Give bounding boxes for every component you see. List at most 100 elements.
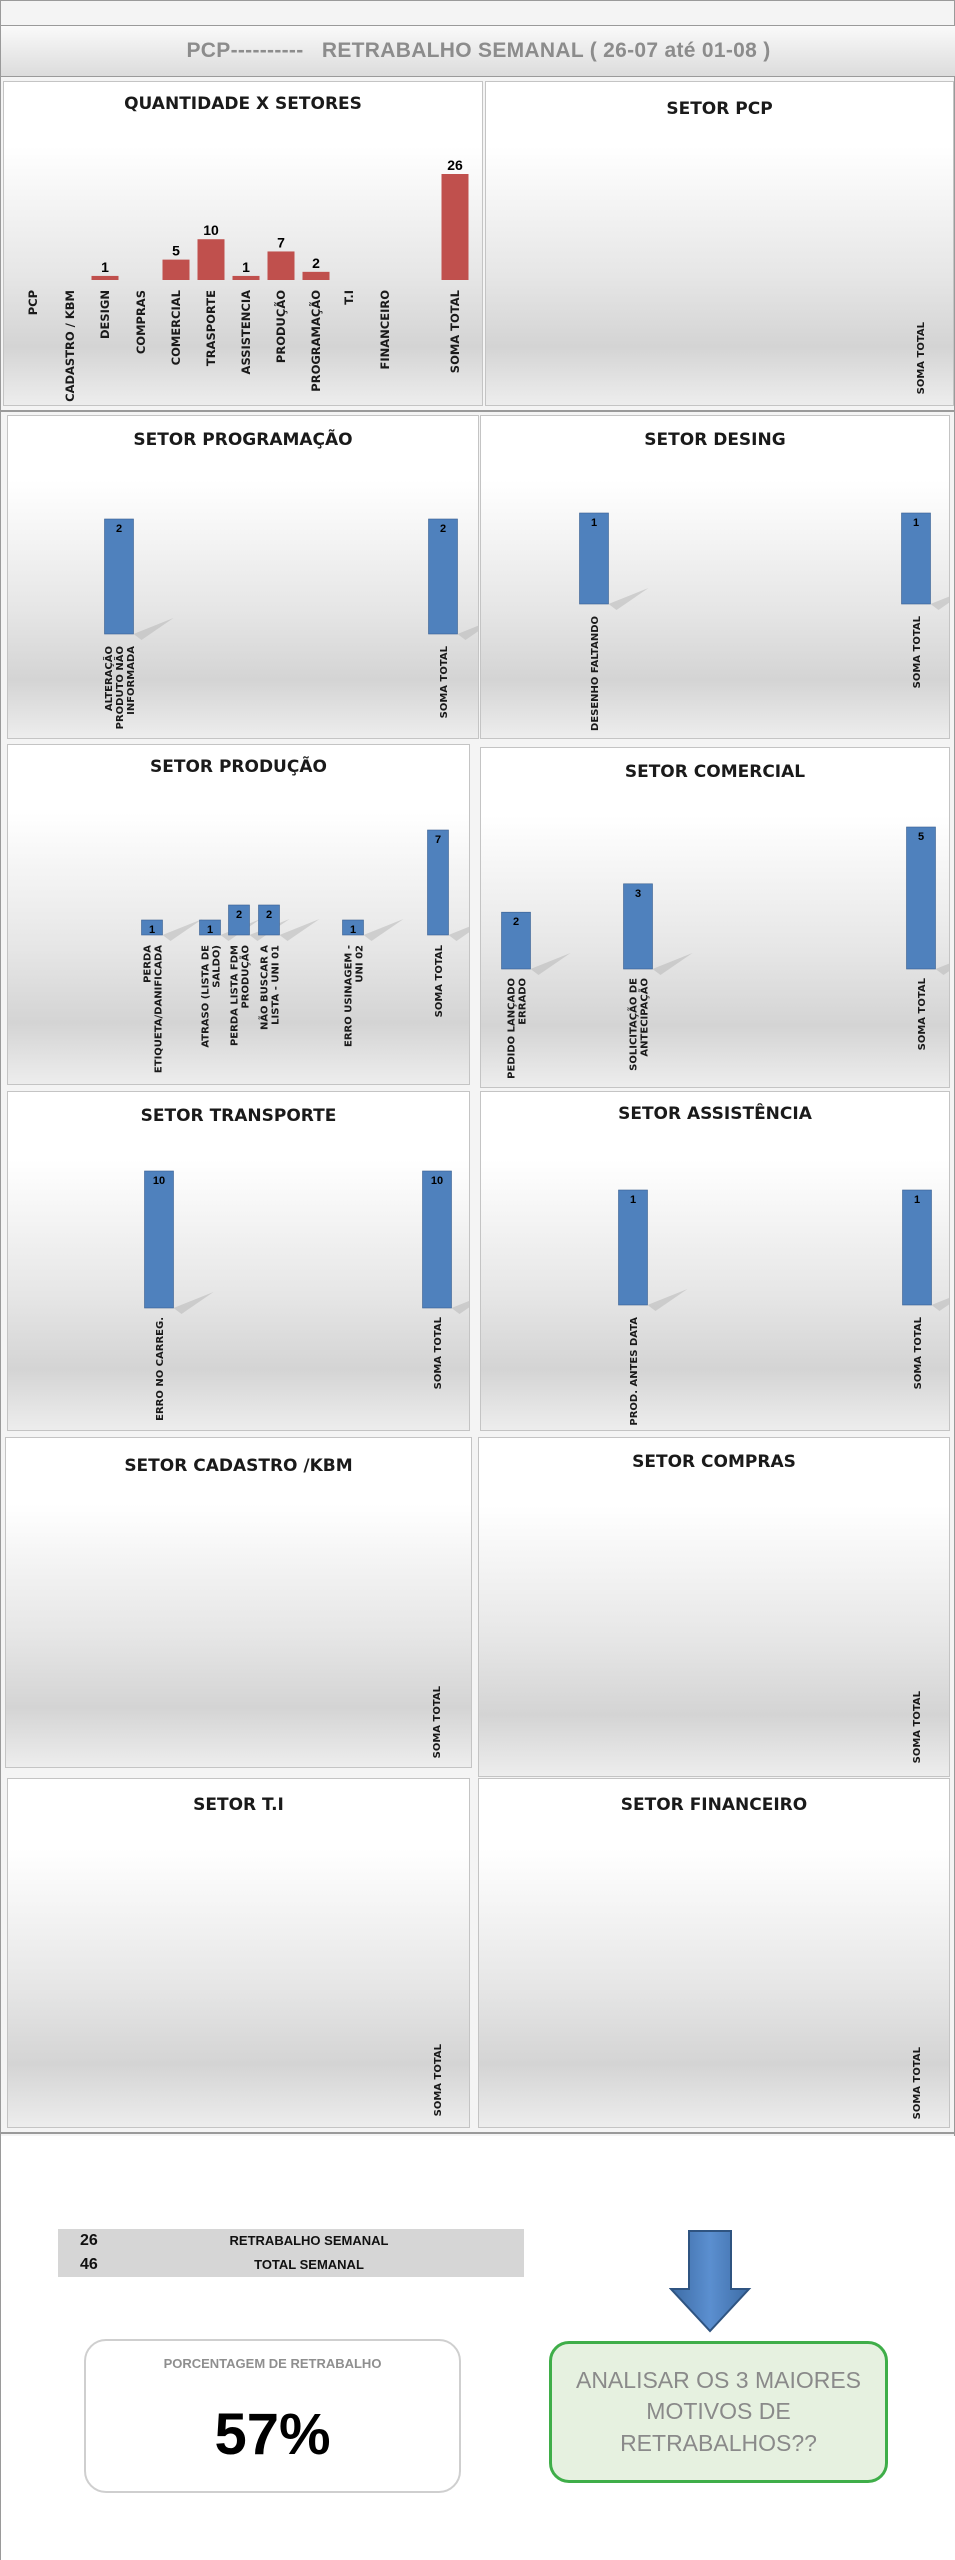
category-label-line: COMPRAS bbox=[134, 290, 148, 354]
category-label: ALTERAÇÃO PRODUTO NÃO INFORMADA bbox=[102, 646, 137, 730]
bar-shadow bbox=[162, 919, 203, 941]
chart-assist: 1 PROD. ANTES DATA 1 SOMA TOTAL bbox=[618, 1189, 949, 1426]
summary-label: RETRABALHO SEMANAL bbox=[229, 2233, 389, 2248]
bar bbox=[267, 251, 295, 280]
category-label-line: PRODUÇÃO bbox=[239, 945, 252, 1009]
category-label: SOMA TOTAL bbox=[912, 2046, 923, 2119]
chart-transporte: 10 ERRO NO CARREG. 10 SOMA TOTAL bbox=[144, 1170, 469, 1421]
chart-compras: SOMA TOTAL bbox=[912, 1690, 923, 1763]
summary-label: TOTAL SEMANAL bbox=[254, 2257, 364, 2272]
bar bbox=[902, 1189, 932, 1306]
category-label-line: INFORMADA bbox=[126, 646, 137, 715]
data-label: 1 bbox=[913, 517, 919, 529]
data-label: 2 bbox=[513, 916, 519, 928]
chart-panel-desing: SETOR DESING 1 DESENHO FALTANDO 1 SOMA TOTA… bbox=[480, 415, 950, 739]
section-divider bbox=[1, 2132, 955, 2134]
bar-shadow bbox=[647, 1289, 688, 1311]
chart-fin: SOMA TOTAL bbox=[912, 2046, 923, 2119]
category-label: PEDIDO LANÇADO ERRADO bbox=[507, 978, 529, 1079]
category-label-line: SOLICITAÇÃO DE bbox=[627, 978, 640, 1071]
chart-cadastro: SOMA TOTAL bbox=[432, 1685, 443, 1758]
action-note: ANALISAR OS 3 MAIORES MOTIVOS DE RETRABA… bbox=[549, 2341, 888, 2483]
data-label: 1 bbox=[591, 517, 597, 529]
bar-shadow bbox=[652, 953, 693, 975]
chart-qtd: PCP CADASTRO / KBM 1 DESIGN COMPRAS 5 COMERCIA… bbox=[26, 157, 469, 402]
category-label-line: PRODUTO NÃO bbox=[113, 646, 126, 729]
category-label: DESIGN bbox=[98, 290, 112, 339]
category-label: FINANCEIRO bbox=[378, 290, 392, 370]
chart-panel-prog: SETOR PROGRAMAÇÃO 2 ALTERAÇÃO PRODUTO NÃO I… bbox=[7, 415, 479, 739]
down-arrow-icon bbox=[669, 2230, 752, 2333]
category-label-line: PROGRAMAÇÃO bbox=[308, 290, 323, 392]
bar bbox=[901, 512, 931, 605]
category-label: PROGRAMAÇÃO bbox=[308, 290, 323, 392]
category-label: SOMA TOTAL bbox=[917, 977, 928, 1050]
data-label: 1 bbox=[242, 259, 250, 275]
data-label: 10 bbox=[153, 1175, 165, 1187]
chart-panel-comercial: SETOR COMERCIAL 2 PEDIDO LANÇADO ERRADO 3 SO… bbox=[480, 747, 950, 1088]
bar bbox=[427, 829, 449, 936]
category-label-line: DESIGN bbox=[98, 290, 112, 339]
percent-value: 57% bbox=[214, 2402, 331, 2467]
bar-shadow bbox=[608, 588, 649, 610]
bar-shadow bbox=[448, 926, 469, 941]
category-label-line: ETIQUETA/DANIFICADA bbox=[154, 945, 165, 1073]
bar bbox=[228, 904, 250, 936]
category-label-line: CADASTRO / KBM bbox=[63, 290, 77, 402]
data-label: 10 bbox=[431, 1175, 443, 1187]
data-label: 2 bbox=[236, 909, 242, 921]
category-label: SOMA TOTAL bbox=[448, 289, 462, 373]
category-label-line: FINANCEIRO bbox=[378, 290, 392, 370]
category-label-line: PERDA LISTA FDM bbox=[230, 945, 241, 1046]
bar-shadow bbox=[931, 1298, 949, 1311]
report-header: PCP---------- RETRABALHO SEMANAL ( 26-07… bbox=[1, 25, 955, 77]
category-label-line: SOMA TOTAL bbox=[433, 2043, 444, 2116]
bar-shadow bbox=[935, 963, 949, 975]
category-label-line: ALTERAÇÃO bbox=[102, 646, 115, 711]
bar-shadow bbox=[530, 953, 571, 975]
data-label: 3 bbox=[635, 888, 641, 900]
category-label: SOMA TOTAL bbox=[912, 615, 923, 688]
category-label-line: SOMA TOTAL bbox=[432, 1685, 443, 1758]
bar-shadow bbox=[457, 625, 478, 640]
chart-title: SETOR COMERCIAL bbox=[624, 762, 806, 782]
category-label-line: UNI 02 bbox=[355, 945, 366, 983]
data-label: 7 bbox=[277, 234, 285, 250]
bar-shadow bbox=[279, 919, 320, 941]
category-label-line: ANTECIPAÇÃO bbox=[638, 978, 651, 1057]
chart-panel-ti: SETOR T.I SOMA TOTAL bbox=[7, 1778, 470, 2128]
category-label-line: SOMA TOTAL bbox=[433, 1316, 444, 1389]
category-label: ERRO USINAGEM - UNI 02 bbox=[344, 945, 366, 1047]
category-label: SOMA TOTAL bbox=[912, 1690, 923, 1763]
category-label-line: SOMA TOTAL bbox=[434, 944, 445, 1017]
category-label: NÃO BUSCAR A LISTA - UNI 01 bbox=[258, 945, 282, 1030]
chart-prod: 1 PERDA ETIQUETA/DANIFICADA 1 ATRASO (LISTA … bbox=[141, 829, 469, 1073]
data-label: 1 bbox=[149, 924, 155, 936]
bar bbox=[91, 275, 119, 280]
category-label-line: ATRASO (LISTA DE bbox=[201, 945, 212, 1048]
category-label: PCP bbox=[26, 290, 40, 315]
category-label: ERRO NO CARREG. bbox=[155, 1317, 166, 1421]
category-label-line: ERRO USINAGEM - bbox=[344, 945, 355, 1047]
section-divider bbox=[1, 410, 955, 412]
category-label: TRASPORTE bbox=[204, 290, 218, 366]
bar-shadow bbox=[363, 919, 404, 941]
category-label: SOMA TOTAL bbox=[439, 645, 450, 718]
category-label-line: SOMA TOTAL bbox=[916, 321, 927, 394]
bar bbox=[623, 883, 653, 970]
category-label-line: DESENHO FALTANDO bbox=[590, 616, 601, 731]
chart-comercial: 2 PEDIDO LANÇADO ERRADO 3 SOLICITAÇÃO DE ANTE… bbox=[501, 826, 949, 1079]
bar bbox=[579, 512, 609, 605]
chart-panel-cadastro: SETOR CADASTRO /KBM SOMA TOTAL bbox=[5, 1437, 472, 1768]
category-label: ASSISTENCIA bbox=[239, 290, 253, 375]
chart-title: SETOR FINANCEIRO bbox=[620, 1795, 808, 1815]
category-label-line: TRASPORTE bbox=[204, 290, 218, 366]
chart-panel-pcp: SETOR PCP SOMA TOTAL bbox=[485, 81, 954, 406]
category-label-line: PCP bbox=[26, 290, 40, 315]
bar bbox=[428, 518, 458, 635]
category-label-line: SOMA TOTAL bbox=[913, 1316, 924, 1389]
chart-ti: SOMA TOTAL bbox=[433, 2043, 444, 2116]
bar bbox=[197, 239, 225, 280]
data-label: 10 bbox=[203, 222, 219, 238]
